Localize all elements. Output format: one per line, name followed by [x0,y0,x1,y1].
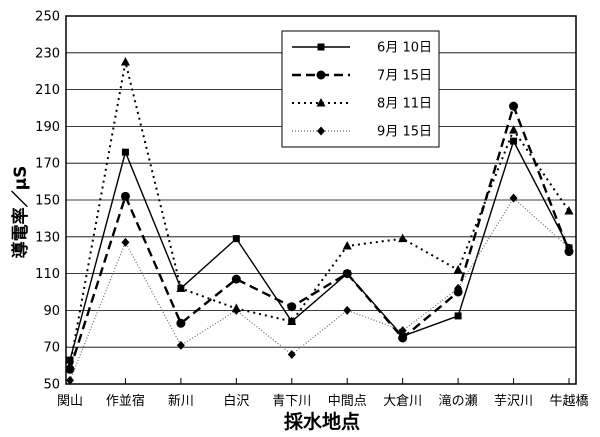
legend-label: 9月 15日 [377,125,432,140]
y-tick-label: 210 [35,83,60,98]
series-line [68,102,571,370]
legend-item: 9月 15日 [292,125,432,140]
y-tick-label: 150 [35,194,60,209]
x-tick-label: 大倉川 [383,394,422,409]
data-point [121,148,129,156]
data-point [565,243,573,253]
data-point [342,241,352,250]
data-point [66,356,74,364]
x-tick-label: 中間点 [328,394,367,409]
data-point [454,283,463,293]
data-point [509,193,518,203]
data-point [232,305,241,315]
legend-label: 7月 15日 [377,69,432,84]
data-point [509,125,519,134]
x-tick-label: 作並宿 [106,393,145,409]
y-tick-label: 90 [43,304,60,319]
data-point [65,360,75,370]
y-tick-label: 70 [43,341,60,356]
data-point [120,57,130,66]
legend-marker [316,98,326,107]
legend-item: 6月 10日 [292,41,432,56]
data-point [120,191,130,201]
data-point [66,375,74,385]
data-point [509,101,519,111]
legend-label: 6月 10日 [377,41,432,56]
y-axis-label: 導電率／μS [10,166,31,259]
y-tick-label: 250 [35,10,60,25]
data-point [343,305,352,315]
x-tick-label: 白沢 [223,393,249,409]
y-tick-label: 110 [35,267,60,282]
y-tick-label: 130 [35,230,60,245]
series-line [69,197,570,381]
x-tick-label: 新川 [168,393,194,409]
x-tick-label: 関山 [57,394,83,409]
legend-marker [317,43,325,51]
data-point [398,326,407,336]
data-point [454,312,462,320]
data-point [398,333,408,343]
x-tick-label: 牛越橋 [549,394,588,409]
data-point [121,237,130,247]
x-axis-ticks: 関山 作並宿 新川 白沢 青下川 中間点 大倉川 滝の瀬 芋沢川 牛越橋 [57,378,589,409]
data-point [176,340,185,350]
y-tick-label: 230 [35,46,60,61]
legend-marker [317,126,325,136]
data-point [453,264,463,274]
legend-label: 8月 11日 [377,97,432,112]
data-point [287,350,296,360]
data-point [176,318,186,328]
series-group [65,57,574,385]
x-tick-label: 青下川 [272,394,311,409]
series-1 [66,137,573,364]
y-tick-label: 190 [35,120,60,135]
plot-frame [65,15,577,385]
legend-item: 7月 15日 [292,69,432,84]
x-tick-label: 滝の瀬 [439,394,478,409]
data-point [232,235,240,243]
data-point [564,206,574,215]
data-point [287,316,297,325]
x-axis-label: 採水地点 [284,410,360,433]
legend-box [281,30,440,148]
y-tick-label: 50 [43,378,60,393]
data-point [176,283,186,292]
data-point [342,269,352,279]
series-4 [66,193,573,385]
legend-marker [316,70,326,80]
x-tick-label: 芋沢川 [494,394,533,409]
data-point [510,137,518,145]
data-point [398,233,408,243]
series-line [69,139,570,361]
data-point [287,302,297,312]
y-tick-label: 170 [35,157,60,172]
data-point [231,274,241,284]
legend-item: 8月 11日 [292,97,432,112]
y-axis-ticks: 50 70 90 110 130 150 170 190 210 230 250 [35,10,60,393]
legend: 6月 10日 7月 15日 8月 11日 9月 15日 [281,30,440,148]
